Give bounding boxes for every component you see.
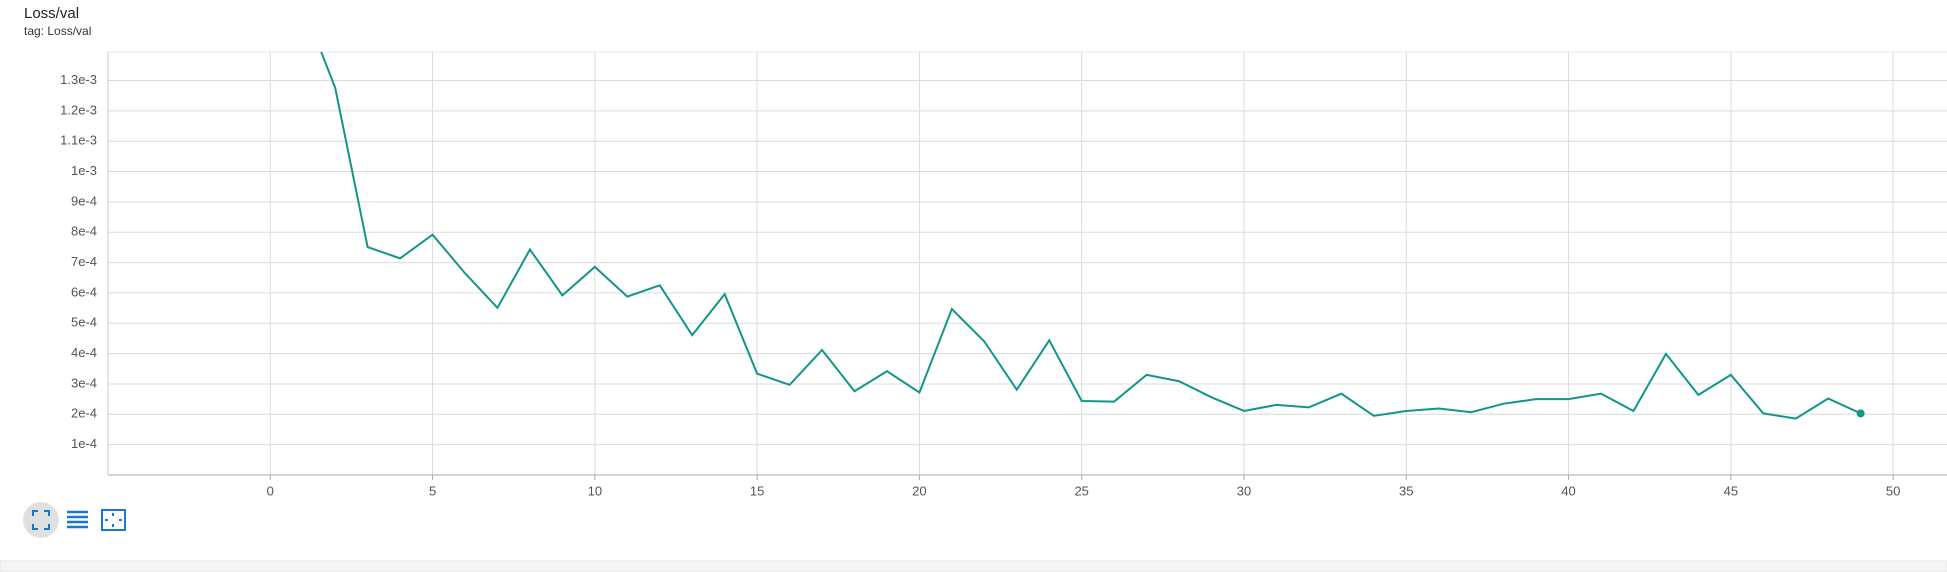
footer-band (0, 560, 1947, 572)
x-tick-label: 25 (1074, 483, 1088, 498)
y-tick-label: 1e-4 (71, 436, 97, 451)
y-tick-label: 9e-4 (71, 193, 97, 208)
x-tick-label: 40 (1561, 483, 1575, 498)
y-tick-label: 2e-4 (71, 406, 97, 421)
x-tick-label: 15 (750, 483, 764, 498)
y-tick-label: 8e-4 (71, 224, 97, 239)
y-tick-label: 5e-4 (71, 315, 97, 330)
x-tick-label: 50 (1886, 483, 1900, 498)
fit-domain-button[interactable] (101, 509, 126, 531)
y-tick-label: 1e-3 (71, 163, 97, 178)
grid (108, 52, 1947, 475)
plot (320, 52, 1865, 420)
y-tick-label: 6e-4 (71, 284, 97, 299)
x-tick-label: 45 (1724, 483, 1738, 498)
fit-domain-icon (105, 513, 122, 527)
series-line (320, 52, 1862, 420)
x-tick-label: 30 (1237, 483, 1251, 498)
y-tick-label: 3e-4 (71, 375, 97, 390)
fullscreen-icon (32, 510, 50, 530)
y-tick-label: 1.3e-3 (60, 72, 97, 87)
x-tick-label: 10 (588, 483, 602, 498)
y-tick-label: 1.1e-3 (60, 133, 97, 148)
y-tick-label: 4e-4 (71, 345, 97, 360)
last-point-marker (1856, 409, 1865, 418)
x-tick-label: 20 (912, 483, 926, 498)
data-table-button[interactable] (67, 510, 88, 529)
y-tick-label: 1.2e-3 (60, 102, 97, 117)
chart-subtitle: tag: Loss/val (24, 24, 91, 38)
x-tick-label: 35 (1399, 483, 1413, 498)
toolbar (23, 502, 126, 538)
x-tick-label: 0 (267, 483, 274, 498)
x-tick-label: 5 (429, 483, 436, 498)
fullscreen-button[interactable] (23, 502, 59, 538)
chart-title: Loss/val (24, 5, 79, 22)
y-tick-label: 7e-4 (71, 254, 97, 269)
